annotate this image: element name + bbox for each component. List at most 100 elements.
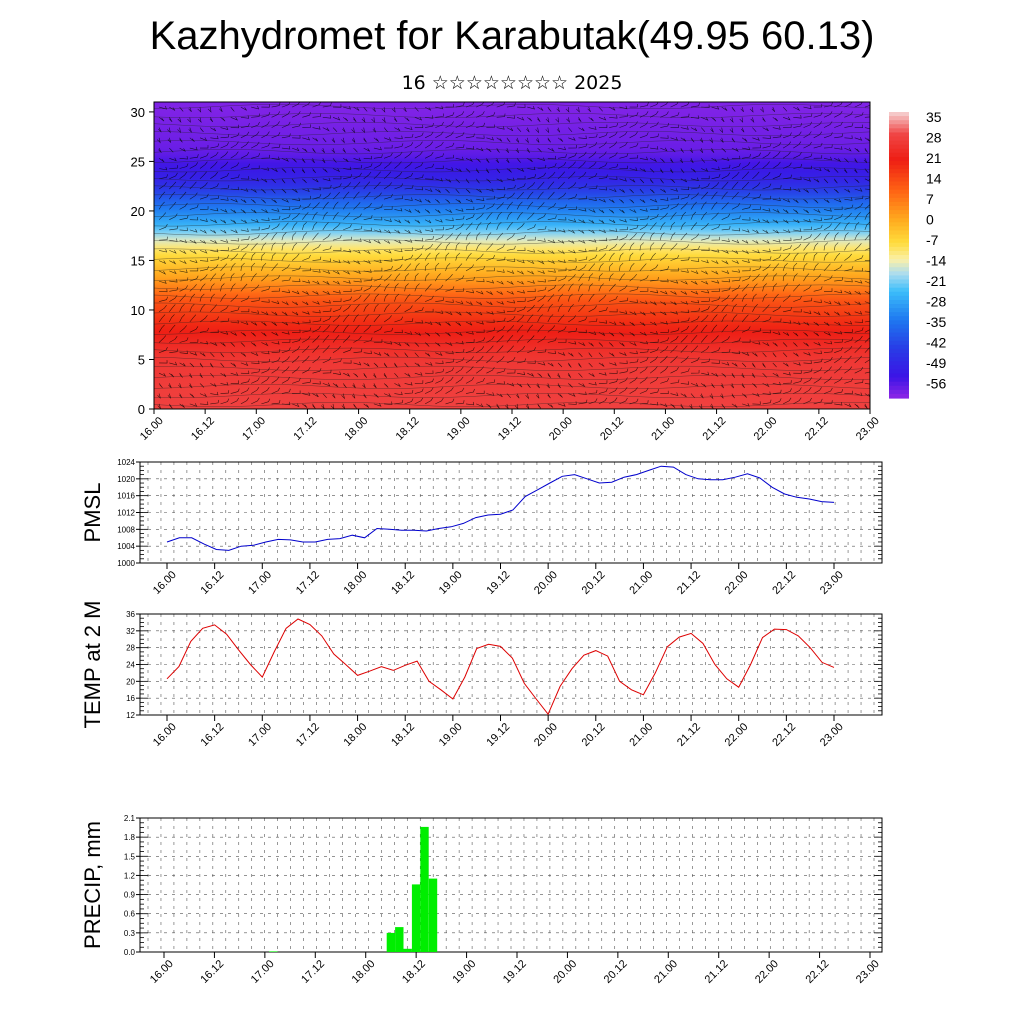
x-tick-label: 23.00 [818,721,846,749]
colorbar-step [889,373,909,379]
colorbar-step [889,132,909,138]
grid [140,613,882,716]
x-tick-label: 20.12 [602,958,630,986]
y-tick-label: 2.1 [124,814,136,823]
contour-line [154,239,870,245]
minor-ticks [140,461,882,564]
x-tick-label: 22.00 [753,958,781,986]
colorbar: 35 28 21 14 7 0 -7 -14 -21 -28 -35 -42 -49 -56 [889,109,946,399]
colorbar-step [889,344,909,350]
contour-line [154,311,870,317]
colorbar-step [889,275,909,281]
colorbar-step [889,299,909,305]
colorbar-step [889,377,909,383]
colorbar-step [889,267,909,272]
x-tick-label: 18.00 [341,569,369,597]
colorbar-step [889,152,909,158]
precip-bar [395,927,404,952]
x-tick-label: 20.00 [532,569,560,597]
x-tick-label: 17.12 [294,721,322,749]
colorbar-step [889,332,909,338]
precip-bar [428,878,438,952]
x-tick-label: 21.12 [675,569,703,597]
precip-bar [403,948,412,952]
y-tick-label: 20 [126,677,135,686]
colorbar-step [889,226,909,232]
colorbar-step [889,238,909,244]
x-tick-label: 21.00 [627,721,655,749]
colorbar-label: -42 [926,335,946,351]
x-tick-label: 20.12 [580,721,608,749]
colorbar-step [889,181,909,187]
panel-frame [139,817,883,953]
x-tick-label: 20.12 [598,415,626,443]
precip-bar [386,932,396,952]
x-tick-label: 22.00 [723,569,751,597]
colorbar-step [889,246,909,252]
x-tick-label: 19.12 [484,569,512,597]
contour-line [154,194,870,200]
colorbar-step [889,389,909,395]
y-axis-label: PMSL [80,483,105,543]
y-axis-label: PRECIP, mm [80,821,105,949]
y-tick-label: 15 [131,253,145,268]
contour-line [154,131,870,137]
y-tick-label: 1016 [117,492,135,501]
colorbar-step [889,140,909,146]
colorbar-step [889,205,909,211]
y-tick-label: 5 [138,352,145,367]
colorbar-step [889,193,909,199]
colorbar-step [889,320,909,326]
y-tick-label: 24 [126,661,135,670]
contour-line [154,275,870,281]
x-tick-label: 19.00 [437,721,465,749]
contour-line [154,284,870,290]
contour-line [154,293,870,299]
colorbar-step [889,328,909,334]
colorbar-step [889,279,909,285]
y-tick-label: 10 [131,303,145,318]
colorbar-step [889,291,909,297]
contour-line [154,221,870,227]
colorbar-step [889,357,909,362]
contour-line [154,393,870,398]
x-tick-label: 18.12 [394,415,422,443]
colorbar-step [889,197,909,203]
colorbar-step [889,201,909,207]
contour-line [154,365,870,371]
x-tick-label: 21.00 [652,958,680,986]
y-tick-label: 25 [131,154,145,169]
chart-title: Kazhydromet for Karabutak(49.95 60.13) [149,14,875,58]
y-tick-label: 1024 [117,458,135,467]
contour-line [154,203,870,209]
y-tick-label: 0.3 [124,929,136,938]
x-tick-label: 23.00 [854,958,882,986]
contour-line [154,329,870,335]
contour-line [154,320,870,326]
x-tick-label: 17.12 [299,958,327,986]
colorbar-label: -49 [926,355,946,371]
x-tick-label: 19.12 [496,415,524,443]
colorbar-step [889,259,909,264]
colorbar-step [889,369,909,375]
colorbar-label: -35 [926,314,946,330]
precip-bar [411,884,421,952]
colorbar-step [889,173,909,178]
colorbar-label: 21 [926,150,942,166]
temperature-profile-panel: 0 5 10 15 20 25 30 16.00 16.12 17.00 17.12 18.00 18.… [131,101,882,443]
wind-barbs [156,102,870,409]
x-tick-label: 20.12 [580,569,608,597]
x-tick-label: 19.00 [445,415,473,443]
x-tick-label: 16.00 [138,415,166,443]
x-tick-label: 18.00 [350,958,378,986]
contour-line [154,383,870,389]
colorbar-label: -56 [926,376,946,392]
pmsl-panel: 1000 1004 1008 1012 1016 1020 1024 PMSL 16.00 16.… [80,458,883,597]
x-tick-label: 21.00 [649,415,677,443]
contour-line [154,167,870,173]
colorbar-step [889,242,909,248]
contour-line [154,104,870,109]
x-tick-label: 22.12 [770,721,798,749]
x-tick-label: 20.00 [551,958,579,986]
y-axis-label: TEMP at 2 M [80,601,105,729]
